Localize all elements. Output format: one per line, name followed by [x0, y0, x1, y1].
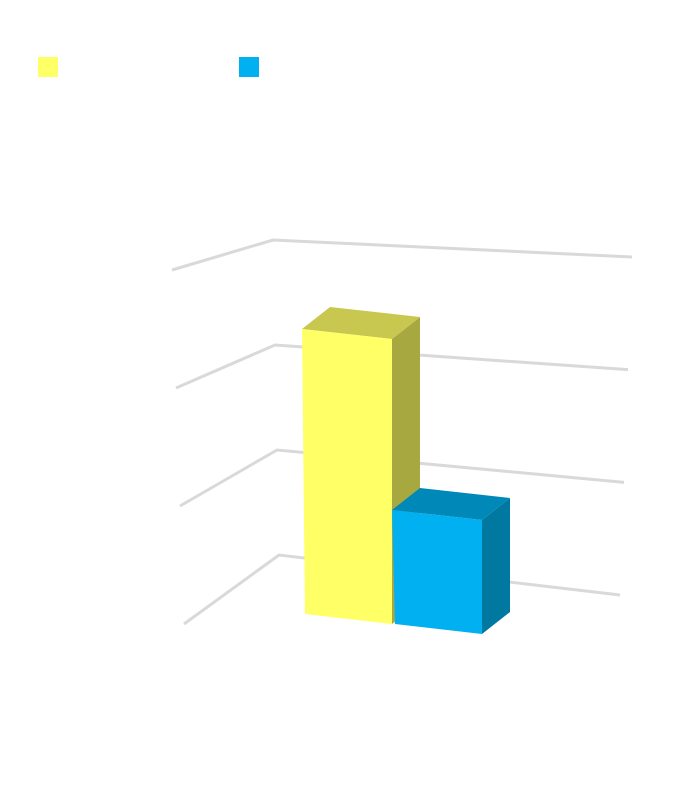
- bar-top: [302, 307, 420, 339]
- bar-side: [482, 498, 510, 634]
- bar-top: [392, 488, 510, 520]
- grid-line: [179, 448, 625, 508]
- legend-swatch: [38, 57, 58, 77]
- grid-line: [175, 343, 629, 390]
- bar: [392, 510, 482, 634]
- grid-line: [171, 238, 633, 272]
- bar: [302, 329, 392, 624]
- legend-swatch: [239, 57, 259, 77]
